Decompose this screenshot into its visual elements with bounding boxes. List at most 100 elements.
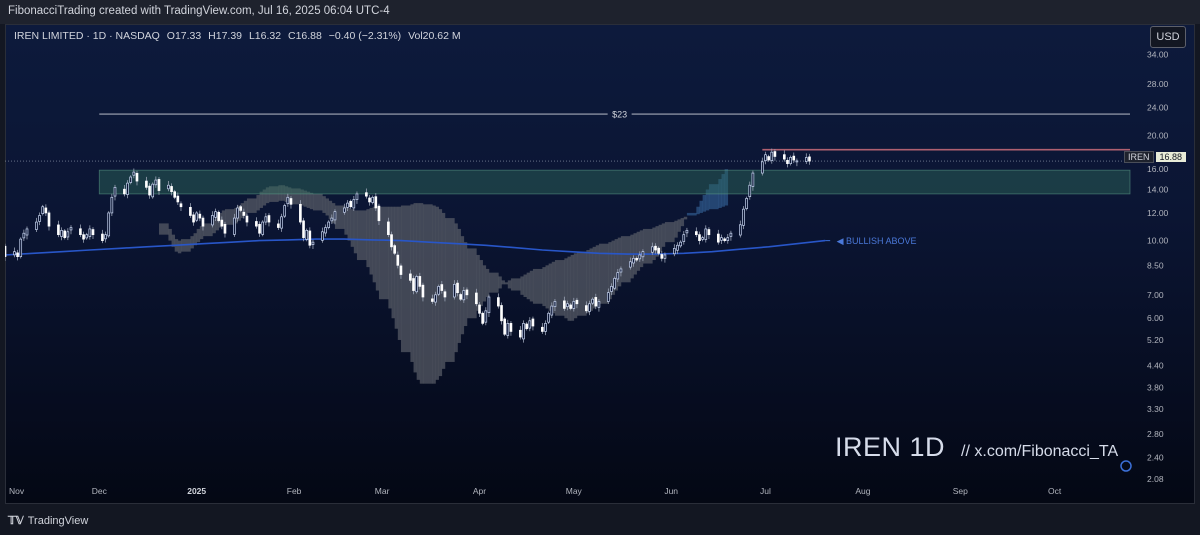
candle-body [475,292,478,305]
candle-body [761,161,764,174]
cloud-segment [215,215,219,231]
candle-body [258,223,261,234]
candle-body [443,291,447,298]
cloud-segment [199,226,204,240]
candle-body [192,214,195,223]
cloud-segment [388,206,392,309]
cloud-segment [378,206,389,300]
cloud-segment [422,204,433,384]
candle-body [440,284,444,291]
cloud-segment [589,248,593,311]
candle-body [651,246,654,253]
candle-body [299,203,302,223]
candle-body [63,230,67,238]
candle-body [795,160,799,163]
candle-body [22,232,26,239]
cloud-segment [658,224,663,252]
cloud-segment [642,228,653,264]
cloud-segment [331,203,336,224]
cloud-segment [564,258,568,319]
ma-line [5,238,826,256]
y-tick-label: 2.08 [1147,474,1164,484]
candle-body [553,301,557,308]
candle-body [707,229,711,236]
legend-open: O17.33 [166,30,202,42]
cloud-segment [501,280,505,285]
candle-body [129,176,133,183]
candle-body [38,215,41,222]
horizontal-levels: $23 ◀ BULLISH ABOVE [5,110,1130,246]
candle-body [327,221,330,228]
cloud-segment [708,184,719,210]
candle-body [333,211,337,221]
symbol-legend: IREN LIMITED · 1D · NASDAQ O17.33 H17.39… [14,30,465,42]
y-tick-label: 16.00 [1147,164,1169,174]
cloud-segment [595,245,600,307]
candle-body [189,206,192,216]
y-tick-label: 8.50 [1147,260,1164,270]
settings-gear-icon[interactable] [1120,460,1132,472]
cloud-segment [479,260,483,307]
cloud-segment [391,206,395,319]
candle-body [773,151,777,157]
candle-body [330,217,334,222]
cloud-segment [705,189,710,211]
candle-body [720,237,723,241]
cloud-segment [570,254,575,321]
cloud-segment [677,219,681,232]
candle-body [522,323,525,340]
cloud-segment [438,209,443,377]
cloud-segment [592,246,597,309]
chart-canvas[interactable]: $23 ◀ BULLISH ABOVE 34.00 28.00 24.00 20.00 1… [5,24,1195,504]
cloud-segment [237,205,241,221]
x-tick-label: Feb [287,486,302,496]
cloud-segment [300,189,304,206]
x-tick-label: Dec [92,486,108,496]
legend-low: L16.32 [248,30,282,42]
cloud-segment [158,223,169,235]
y-tick-label: 2.40 [1147,452,1164,462]
cloud-segment [504,282,509,285]
x-tick-label: Aug [855,486,870,496]
cloud-segment [196,228,201,243]
cloud-segment [325,198,329,216]
cloud-segment [466,248,477,319]
candle-body [280,216,283,229]
cloud-segment [620,236,631,283]
candle-body [729,232,733,237]
cloud-segment [256,195,260,211]
candle-body [82,234,85,240]
candle-body [393,245,396,254]
tradingview-logo[interactable]: 𝕋𝕍 TradingView [8,514,88,527]
candle-body [176,195,180,203]
candle-body [387,221,390,236]
candle-body [123,188,126,195]
currency-button[interactable]: USD [1150,26,1186,48]
candle-body [717,233,720,243]
cloud-segment [617,237,622,287]
cloud-segment [576,251,587,316]
cloud-segment [224,209,235,225]
candle-body [786,159,789,164]
cloud-segment [699,200,703,213]
candle-body [500,305,503,322]
cloud-segment [444,218,455,362]
candle-body [569,304,572,309]
candle-body [585,305,588,312]
candle-body [673,248,676,255]
candle-body [255,221,258,227]
cloud-segment [696,206,700,215]
x-tick-label: Jun [664,486,678,496]
candle-body [311,241,315,245]
candle-body [528,320,532,329]
candle-body [459,294,462,300]
cloud-segment [419,203,424,384]
candle-body [126,182,129,195]
candle-body [107,212,111,237]
candle-body [242,211,246,216]
candle-body [453,283,456,298]
candle-body [764,154,767,161]
cloud-segment [476,254,480,311]
candle-body [704,228,708,240]
candle-body [635,257,638,261]
